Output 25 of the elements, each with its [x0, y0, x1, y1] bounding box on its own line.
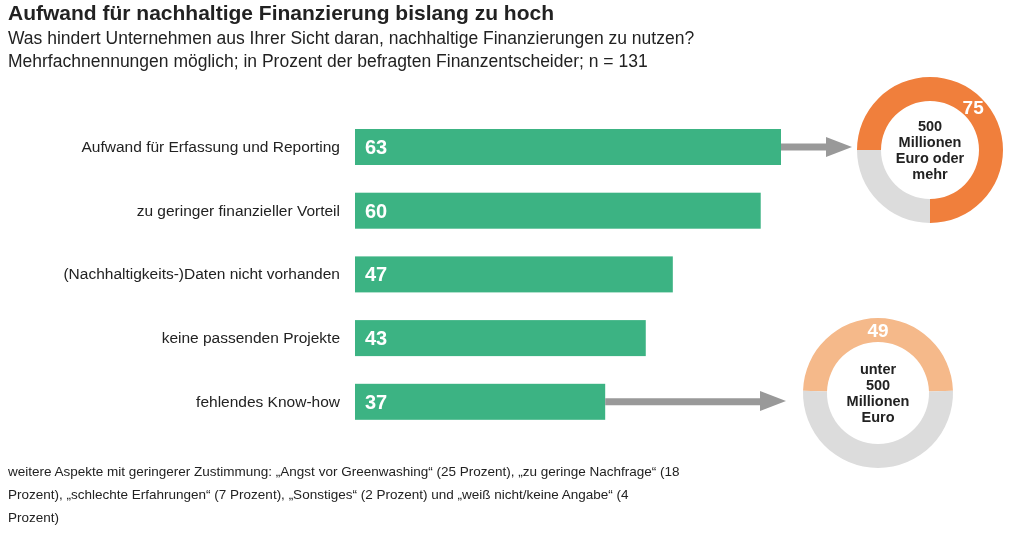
- data-label: 47: [365, 263, 388, 286]
- y-tick-label: (Nachhaltigkeits-)Daten nicht vorhanden: [63, 265, 340, 283]
- y-tick-label: Aufwand für Erfassung und Reporting: [81, 138, 340, 155]
- bar: [355, 129, 781, 165]
- data-label: 37: [365, 390, 388, 413]
- y-tick-label: fehlendes Know-how: [196, 392, 341, 410]
- data-label: 75: [962, 96, 985, 118]
- donut-slice: [803, 318, 953, 392]
- y-tick-label: zu geringer finanzieller Vorteil: [136, 201, 340, 219]
- bar: [355, 256, 673, 293]
- data-label: 60: [365, 199, 388, 222]
- bar: [355, 320, 646, 357]
- data-label: 43: [365, 327, 388, 350]
- text: weitere Aspekte mit geringerer Zustimmung: „Angst vor Greenwashing“ (25 Prozent), „zu geringe Nachfrage“ (18 Prozent), „schlechte Erfahrungen“ (7 Prozent), „Sonstiges“ (2 Prozent) und „weiß nicht/keine Angabe“ (4 Prozent): [7, 464, 680, 525]
- data-label: 49: [867, 320, 889, 341]
- text: 500 Millionen Euro oder mehr: [895, 118, 965, 182]
- bar: [355, 383, 606, 420]
- donut-slice: [857, 77, 1003, 223]
- chart-subtitle: Was hindert Unternehmen aus Ihrer Sicht daran, nachhaltige Finanzierungen zu nutzen? Mehrfachnennungen möglich; in Prozent der befragten Finanzentscheider; n = 131: [8, 28, 695, 71]
- chart-title: Aufwand für nachhaltige Finanzierung bislang zu hoch: [8, 1, 555, 24]
- text: unter 500 Millionen Euro: [846, 361, 910, 425]
- bar: [355, 192, 761, 229]
- data-label: 63: [365, 136, 388, 158]
- y-tick-label: keine passenden Projekte: [161, 329, 340, 347]
- donut-slice: [803, 390, 953, 468]
